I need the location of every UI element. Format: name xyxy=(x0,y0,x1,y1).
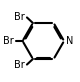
Text: Br: Br xyxy=(3,36,14,46)
Text: Br: Br xyxy=(14,12,25,22)
Text: Br: Br xyxy=(14,60,25,70)
Text: N: N xyxy=(66,36,73,46)
